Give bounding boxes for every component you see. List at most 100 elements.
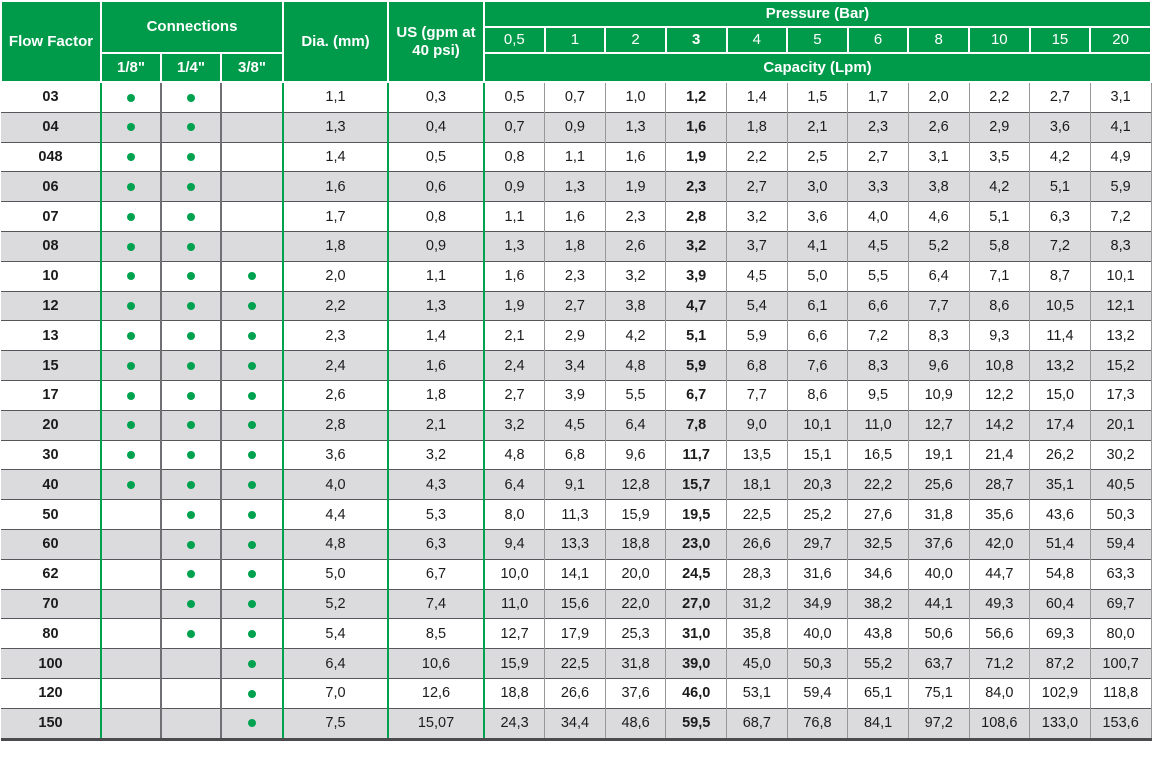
capacity-cell: 76,8 [787, 707, 849, 741]
connection-dot [127, 272, 135, 281]
capacity-cell: 31,6 [787, 558, 849, 590]
pressure-value: 1 [543, 26, 607, 54]
capacity-cell: 50,3 [787, 648, 849, 679]
capacity-cell: 10,1 [787, 409, 849, 441]
capacity-cell: 10,0 [484, 558, 546, 590]
capacity-cell: 1,8 [544, 230, 606, 262]
capacity-cell: 2,5 [787, 141, 849, 172]
capacity-cell: 71,2 [969, 648, 1031, 679]
connection-dot [187, 510, 195, 519]
connection-cell-18 [101, 260, 162, 292]
capacity-cell: 11,3 [544, 499, 606, 530]
pressure-value: 6 [846, 26, 910, 54]
table-row: 20 2,8 2,1 3,2 4,5 6,4 7,8 9,0 10,1 11,0 12,7 14,2 1… [1, 409, 1152, 441]
connection-cell-38 [221, 588, 284, 619]
capacity-cell: 2,7 [484, 379, 546, 411]
connection-dot [187, 272, 195, 281]
capacity-cell: 2,3 [665, 171, 727, 202]
capacity-cell: 2,3 [605, 201, 667, 232]
diameter-cell: 2,0 [283, 260, 389, 292]
capacity-cell: 17,4 [1029, 409, 1091, 441]
capacity-cell: 48,6 [605, 707, 667, 741]
capacity-cell: 5,9 [726, 320, 788, 351]
flow-factor-cell: 07 [1, 201, 102, 232]
flow-factor-cell: 08 [1, 230, 102, 262]
diameter-cell: 1,3 [283, 111, 389, 143]
connection-cell-14 [161, 230, 222, 262]
capacity-cell: 2,7 [544, 290, 606, 321]
connection-dot [187, 242, 195, 251]
capacity-cell: 3,6 [787, 201, 849, 232]
capacity-cell: 9,6 [605, 439, 667, 470]
capacity-cell: 0,9 [544, 111, 606, 143]
diameter-cell: 6,4 [283, 648, 389, 679]
connection-cell-18 [101, 588, 162, 619]
capacity-cell: 7,1 [969, 260, 1031, 292]
capacity-cell: 5,4 [726, 290, 788, 321]
capacity-cell: 54,8 [1029, 558, 1091, 590]
capacity-cell: 5,0 [787, 260, 849, 292]
capacity-cell: 12,8 [605, 469, 667, 500]
connection-dot [187, 480, 195, 489]
table-row: 15 2,4 1,6 2,4 3,4 4,8 5,9 6,8 7,6 8,3 9,6 10,8 13,2… [1, 350, 1152, 381]
connection-cell-14 [161, 707, 222, 741]
flow-factor-cell: 048 [1, 141, 102, 172]
us-gpm-cell: 10,6 [388, 648, 485, 679]
connections-header: Connections [100, 0, 284, 54]
capacity-cell: 102,9 [1029, 677, 1091, 709]
capacity-cell: 18,1 [726, 469, 788, 500]
capacity-cell: 12,2 [969, 379, 1031, 411]
capacity-cell: 60,4 [1029, 588, 1091, 619]
table-row: 08 1,8 0,9 1,3 1,8 2,6 3,2 3,7 4,1 4,5 5,2 5,8 7,2 8,… [1, 230, 1152, 262]
capacity-cell: 34,4 [544, 707, 606, 741]
capacity-cell: 53,1 [726, 677, 788, 709]
connection-cell-14 [161, 528, 222, 560]
flow-factor-cell: 04 [1, 111, 102, 143]
us-gpm-cell: 3,2 [388, 439, 485, 470]
connection-cell-38 [221, 499, 284, 530]
capacity-cell: 3,4 [544, 350, 606, 381]
connection-dot [248, 331, 256, 340]
capacity-cell: 7,6 [787, 350, 849, 381]
capacity-cell: 4,8 [484, 439, 546, 470]
capacity-cell: 3,5 [969, 141, 1031, 172]
capacity-cell: 22,2 [847, 469, 909, 500]
capacity-cell: 6,4 [484, 469, 546, 500]
us-gpm-cell: 1,6 [388, 350, 485, 381]
connection-dot [187, 331, 195, 340]
capacity-cell: 100,7 [1090, 648, 1152, 679]
capacity-cell: 25,2 [787, 499, 849, 530]
connection-cell-38 [221, 171, 284, 202]
capacity-cell: 2,2 [726, 141, 788, 172]
capacity-cell: 0,9 [484, 171, 546, 202]
capacity-cell: 43,8 [847, 618, 909, 649]
diameter-cell: 4,4 [283, 499, 389, 530]
us-gpm-cell: 2,1 [388, 409, 485, 441]
capacity-cell: 9,0 [726, 409, 788, 441]
capacity-cell: 7,7 [908, 290, 970, 321]
capacity-cell: 10,9 [908, 379, 970, 411]
connection-dot [248, 689, 256, 698]
us-gpm-cell: 15,07 [388, 707, 485, 741]
capacity-cell: 4,5 [847, 230, 909, 262]
connection-cell-38 [221, 379, 284, 411]
capacity-cell: 12,7 [908, 409, 970, 441]
capacity-cell: 27,6 [847, 499, 909, 530]
capacity-cell: 49,3 [969, 588, 1031, 619]
connection-cell-18 [101, 528, 162, 560]
flow-factor-cell: 62 [1, 558, 102, 590]
capacity-cell: 15,7 [665, 469, 727, 500]
us-gpm-cell: 1,8 [388, 379, 485, 411]
capacity-cell: 5,1 [1029, 171, 1091, 202]
capacity-cell: 5,9 [665, 350, 727, 381]
capacity-cell: 14,2 [969, 409, 1031, 441]
capacity-cell: 20,3 [787, 469, 849, 500]
capacity-cell: 3,2 [605, 260, 667, 292]
capacity-cell: 4,2 [605, 320, 667, 351]
capacity-cell: 63,3 [1090, 558, 1152, 590]
capacity-cell: 153,6 [1090, 707, 1152, 741]
us-gpm-cell: 8,5 [388, 618, 485, 649]
connection-dot [127, 93, 135, 102]
us-gpm-cell: 0,4 [388, 111, 485, 143]
connection-dot [187, 570, 195, 579]
